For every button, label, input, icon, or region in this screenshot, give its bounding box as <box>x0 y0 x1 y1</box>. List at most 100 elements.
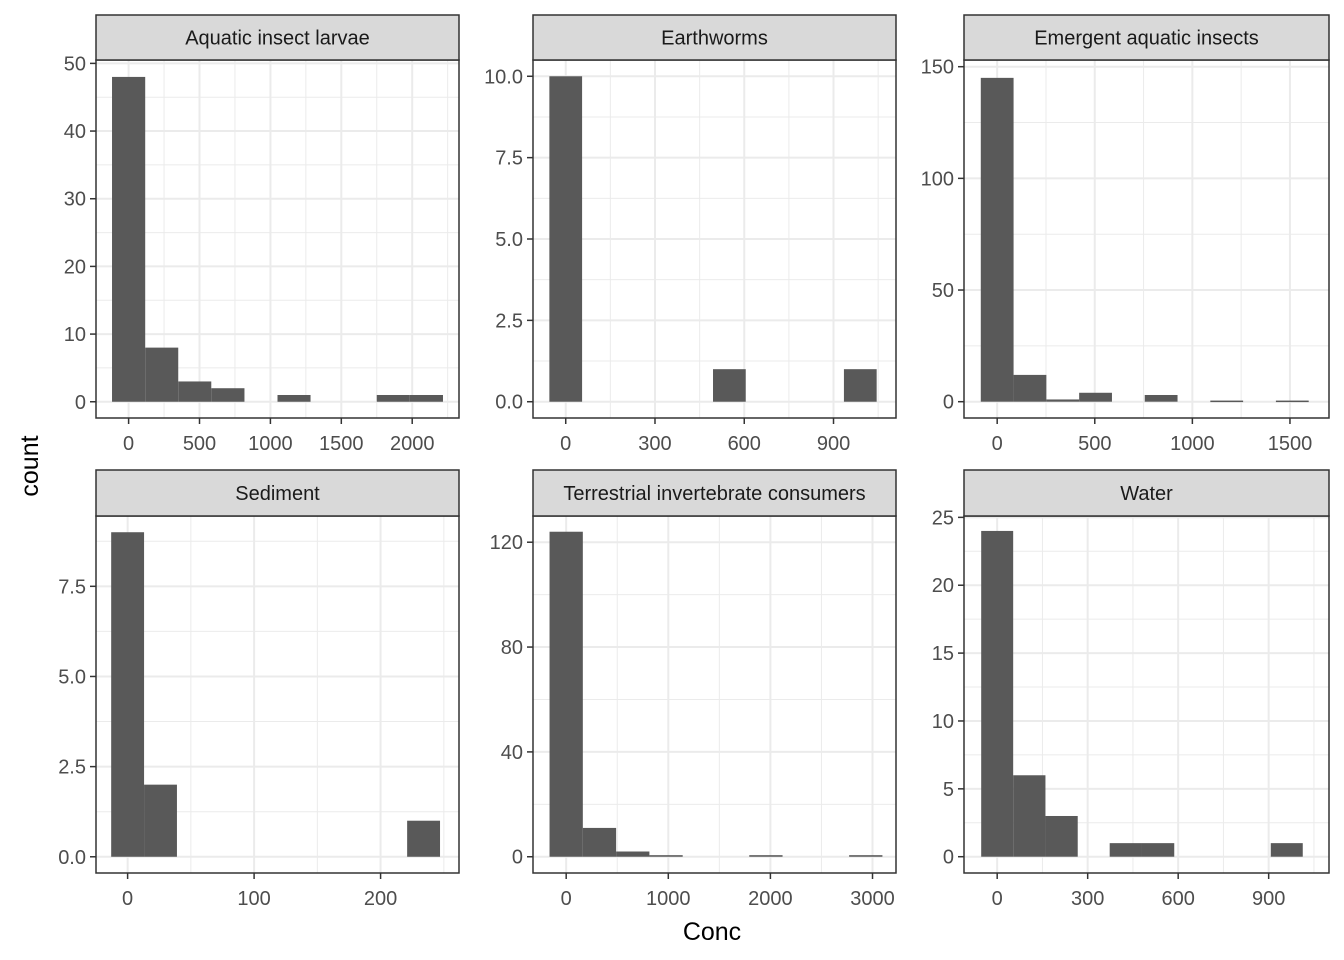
y-tick-label: 0 <box>943 847 954 869</box>
y-tick-label: 50 <box>932 280 954 302</box>
histogram-bar <box>407 820 441 857</box>
histogram-bar <box>1079 392 1112 402</box>
histogram-bar <box>843 369 877 402</box>
facet-strip <box>95 14 460 61</box>
x-tick-label: 1500 <box>319 433 364 455</box>
panel-background <box>964 60 1329 418</box>
y-tick-label: 0 <box>75 392 86 414</box>
y-tick-label: 20 <box>64 256 86 278</box>
x-tick-label: 500 <box>1078 433 1111 455</box>
x-tick-label: 300 <box>1071 888 1104 910</box>
y-tick-label: 0.0 <box>58 847 86 869</box>
x-tick-label: 900 <box>1252 888 1285 910</box>
y-tick-label: 5 <box>943 779 954 801</box>
histogram-bar <box>1144 394 1178 402</box>
histogram-bar <box>145 347 179 402</box>
facet-strip <box>95 469 460 517</box>
y-tick-label: 40 <box>501 742 523 764</box>
histogram-bar <box>981 530 1014 857</box>
y-tick-label: 5.0 <box>58 666 86 688</box>
facet-strip <box>963 469 1330 517</box>
histogram-bar <box>549 76 583 402</box>
y-tick-label: 30 <box>64 189 86 211</box>
y-tick-label: 7.5 <box>495 148 523 170</box>
facet-strip-label: Emergent aquatic insects <box>1034 28 1259 50</box>
x-tick-label: 900 <box>817 433 850 455</box>
histogram-bar <box>277 394 311 402</box>
histogram-bar <box>980 77 1014 402</box>
y-tick-label: 20 <box>932 575 954 597</box>
x-tick-label: 1500 <box>1268 433 1313 455</box>
y-tick-label: 10 <box>64 324 86 346</box>
histogram-bar <box>1046 399 1080 402</box>
y-tick-label: 120 <box>490 532 523 554</box>
histogram-bar <box>582 827 617 857</box>
histogram-bar <box>112 76 146 402</box>
x-tick-label: 200 <box>364 888 397 910</box>
histogram-bar <box>1109 843 1142 857</box>
facet-strip-label: Water <box>1120 483 1173 505</box>
x-tick-label: 1000 <box>646 888 691 910</box>
histogram-bar <box>376 394 410 402</box>
histogram-bar <box>1210 400 1244 403</box>
y-tick-label: 10 <box>932 711 954 733</box>
x-tick-label: 0 <box>561 888 572 910</box>
y-tick-label: 2.5 <box>58 757 86 779</box>
y-tick-label: 10.0 <box>484 66 523 88</box>
facet-strip <box>532 469 897 517</box>
facet-panel: Water 0 300 600 900 0 5 10 15 20 25 <box>932 469 1330 910</box>
y-tick-label: 5.0 <box>495 229 523 251</box>
facet-strip-label: Sediment <box>235 483 320 505</box>
y-tick-label: 50 <box>64 53 86 75</box>
panel-background <box>533 516 896 873</box>
facet-panel: Earthworms 0 300 600 900 0.0 2.5 5.0 7.5 10.0 <box>484 14 897 455</box>
histogram-bar <box>616 851 650 857</box>
y-tick-label: 25 <box>932 507 954 529</box>
facet-panel: Terrestrial invertebrate consumers 0 1000 2… <box>490 469 897 910</box>
histogram-bar <box>849 855 883 857</box>
y-tick-label: 0 <box>512 847 523 869</box>
histogram-bar <box>111 532 145 857</box>
x-tick-label: 2000 <box>748 888 793 910</box>
x-tick-label: 0 <box>992 888 1003 910</box>
histogram-bar <box>1013 374 1047 402</box>
histogram-bar <box>549 531 583 857</box>
x-tick-label: 1000 <box>248 433 293 455</box>
y-tick-label: 80 <box>501 637 523 659</box>
y-tick-label: 100 <box>921 168 954 190</box>
x-tick-label: 100 <box>237 888 270 910</box>
histogram-bar <box>144 784 177 857</box>
x-tick-label: 2000 <box>390 433 435 455</box>
x-tick-label: 500 <box>183 433 216 455</box>
x-tick-label: 0 <box>560 433 571 455</box>
histogram-bar <box>178 381 212 402</box>
y-axis-title: count <box>16 435 44 496</box>
histogram-bar <box>1013 775 1046 857</box>
facet-panel: Emergent aquatic insects 0 500 1000 1500 0 50 1… <box>921 14 1330 455</box>
histogram-bar <box>409 394 443 402</box>
facet-panel: Aquatic insect larvae 0 500 1000 1500 2000 0 10… <box>64 14 460 455</box>
histogram-bar <box>1275 400 1309 403</box>
histogram-bar <box>1045 815 1078 857</box>
histogram-bar <box>713 369 746 402</box>
facet-strip <box>963 14 1330 61</box>
y-tick-label: 2.5 <box>495 310 523 332</box>
y-tick-label: 15 <box>932 643 954 665</box>
facet-strip-label: Earthworms <box>661 28 768 50</box>
histogram-bar <box>649 855 683 857</box>
x-tick-label: 0 <box>992 433 1003 455</box>
y-tick-label: 40 <box>64 121 86 143</box>
x-tick-label: 0 <box>123 433 134 455</box>
y-tick-label: 150 <box>921 57 954 79</box>
histogram-bar <box>1270 843 1303 857</box>
histogram-bar <box>749 855 783 857</box>
x-tick-label: 300 <box>638 433 671 455</box>
facet-panel: Sediment 0 100 200 0.0 2.5 5.0 7.5 <box>58 469 460 910</box>
x-tick-label: 600 <box>1161 888 1194 910</box>
x-tick-label: 3000 <box>850 888 895 910</box>
x-tick-label: 0 <box>122 888 133 910</box>
x-tick-label: 1000 <box>1170 433 1215 455</box>
y-tick-label: 0 <box>943 392 954 414</box>
y-tick-label: 7.5 <box>58 576 86 598</box>
